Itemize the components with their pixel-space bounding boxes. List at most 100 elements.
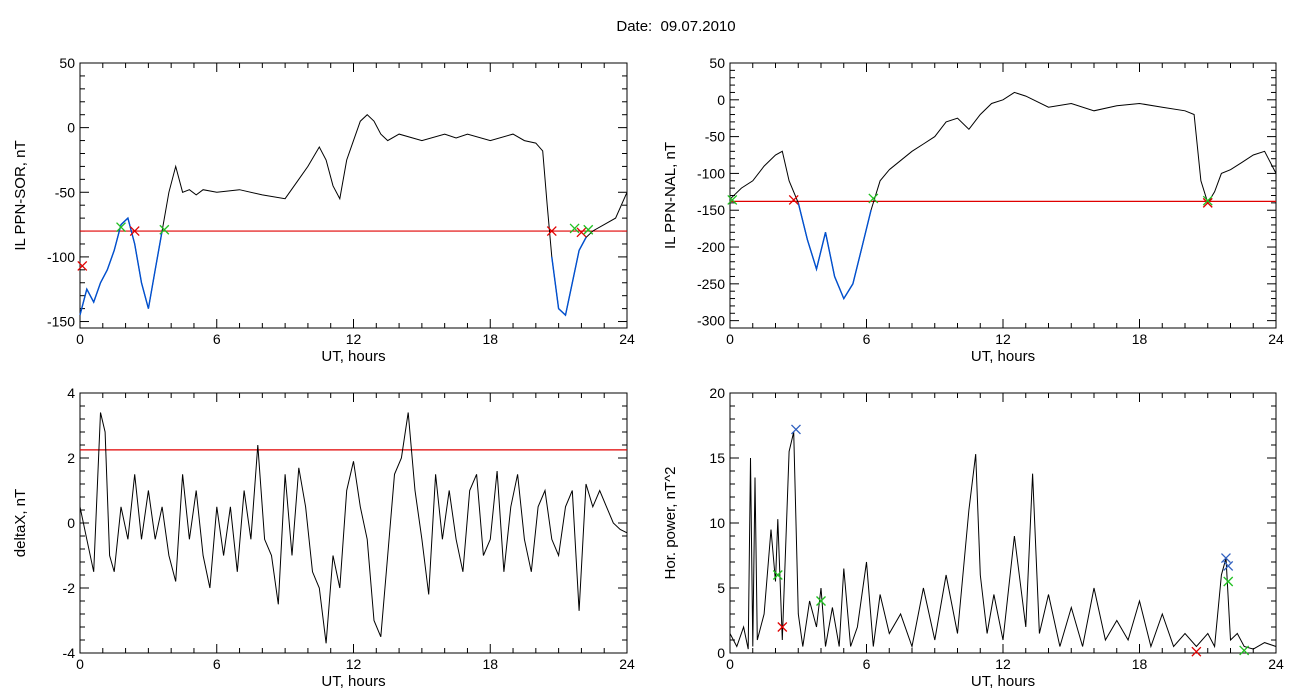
x-tick-label: 24 — [1268, 331, 1284, 347]
marker-stroke — [546, 226, 557, 237]
y-tick-label: -4 — [63, 645, 76, 661]
x-tick-label: 0 — [726, 331, 734, 347]
y-tick-label: -150 — [697, 202, 725, 218]
y-tick-label: 0 — [67, 515, 75, 531]
marker-stroke — [129, 226, 140, 237]
y-tick-label: 15 — [709, 450, 725, 466]
x-tick-label: 0 — [76, 331, 84, 347]
y-axis-label: IL PPN-SOR, nT — [12, 140, 29, 250]
marker-stroke — [1220, 553, 1231, 564]
marker-red — [576, 227, 587, 238]
marker-stroke — [788, 194, 799, 205]
marker-stroke — [868, 193, 879, 204]
marker-red — [546, 226, 557, 237]
marker-stroke — [772, 570, 783, 580]
series-line — [729, 91, 1277, 300]
series-line — [79, 412, 628, 644]
x-tick-label: 24 — [619, 331, 635, 347]
marker-green — [1202, 195, 1213, 206]
panel-1: 0 6 12 18 24 -150 -100 -50 0 50 UT, hours IL PPN-SO… — [12, 55, 635, 365]
x-tick-label: 18 — [482, 331, 498, 347]
x-tick-label: 18 — [1132, 656, 1148, 672]
marker-green — [868, 193, 879, 204]
marker-red — [777, 622, 788, 632]
y-tick-label: 10 — [709, 515, 725, 531]
x-axis-label: UT, hours — [321, 673, 385, 690]
y-tick-label: 20 — [709, 385, 725, 401]
marker-stroke — [791, 424, 801, 435]
marker-green — [159, 224, 170, 235]
y-tick-label: -250 — [697, 276, 725, 292]
y-tick-label: -200 — [697, 239, 725, 255]
x-tick-label: 12 — [995, 331, 1011, 347]
y-tick-label: 5 — [717, 580, 725, 596]
y-tick-label: 0 — [717, 92, 725, 108]
y-tick-label: -100 — [47, 249, 75, 265]
series-line — [79, 114, 628, 317]
y-tick-label: 50 — [59, 55, 75, 71]
marker-blue — [1220, 553, 1231, 564]
marker-red — [77, 260, 88, 271]
marker-green — [772, 570, 783, 580]
y-tick-label: 0 — [67, 120, 75, 136]
x-tick-label: 18 — [482, 656, 498, 672]
marker-stroke — [1223, 576, 1234, 587]
marker-green — [1239, 645, 1250, 656]
y-axis-label: Hor. power, nT^2 — [662, 467, 679, 580]
panel-2: 0 6 12 18 24 -300 -250 -200 -150 -100 -50 0 50 UT, ho… — [662, 55, 1284, 365]
plot-frame — [729, 392, 1277, 654]
marker-stroke — [777, 622, 788, 632]
figure-title: Date: 09.07.2010 — [616, 18, 736, 35]
marker-green — [727, 194, 738, 205]
y-tick-label: -2 — [63, 580, 76, 596]
x-tick-label: 0 — [726, 656, 734, 672]
plot-frame — [729, 62, 1277, 329]
x-tick-label: 24 — [1268, 656, 1284, 672]
marker-stroke — [159, 224, 170, 235]
marker-stroke — [576, 227, 587, 238]
highlight-segment — [797, 202, 872, 301]
marker-stroke — [1191, 646, 1202, 657]
marker-green — [569, 223, 580, 234]
highlight-segment — [79, 216, 163, 316]
marker-stroke — [77, 260, 88, 271]
panel-4: 0 6 12 18 24 0 5 10 15 20 UT, hours Hor. power, nT^… — [662, 385, 1284, 690]
x-tick-label: 12 — [346, 656, 362, 672]
plot-frame — [79, 62, 628, 329]
y-tick-label: 0 — [717, 645, 725, 661]
y-tick-label: -50 — [55, 184, 75, 200]
y-tick-label: -150 — [47, 314, 75, 330]
x-axis-label: UT, hours — [321, 348, 385, 365]
plot-frame — [79, 392, 628, 654]
y-tick-label: 4 — [67, 385, 75, 401]
x-axis-label: UT, hours — [971, 348, 1035, 365]
marker-red — [129, 226, 140, 237]
y-axis-label: deltaX, nT — [12, 489, 29, 557]
highlight-segment — [551, 237, 587, 317]
marker-blue — [791, 424, 801, 435]
marker-stroke — [1202, 195, 1213, 206]
series-line — [729, 431, 1277, 650]
x-tick-label: 0 — [76, 656, 84, 672]
marker-green — [583, 224, 594, 235]
y-axis-label: IL PPN-NAL, nT — [662, 142, 679, 249]
y-tick-label: -50 — [705, 129, 725, 145]
marker-green — [116, 222, 126, 233]
x-tick-label: 12 — [995, 656, 1011, 672]
x-tick-label: 6 — [213, 331, 221, 347]
x-axis-label: UT, hours — [971, 673, 1035, 690]
x-tick-label: 6 — [863, 331, 871, 347]
marker-stroke — [1223, 560, 1234, 571]
marker-blue — [1223, 560, 1234, 571]
y-tick-label: 2 — [67, 450, 75, 466]
marker-green — [1223, 576, 1234, 587]
marker-stroke — [116, 222, 126, 233]
marker-stroke — [569, 223, 580, 234]
y-tick-label: -100 — [697, 165, 725, 181]
y-tick-label: 50 — [709, 55, 725, 71]
x-tick-label: 18 — [1132, 331, 1148, 347]
x-tick-label: 6 — [863, 656, 871, 672]
marker-red — [1202, 197, 1213, 208]
